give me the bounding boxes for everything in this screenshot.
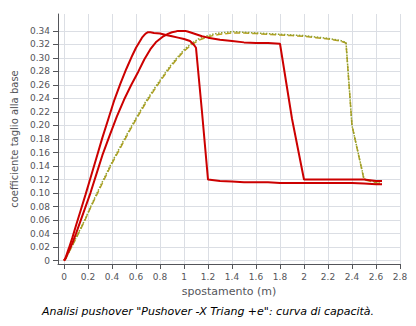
svg-text:0.6: 0.6 (129, 272, 144, 282)
svg-text:2.8: 2.8 (393, 272, 408, 282)
svg-text:0.20: 0.20 (30, 120, 50, 130)
svg-text:0.06: 0.06 (30, 215, 50, 225)
svg-text:0.2: 0.2 (81, 272, 95, 282)
svg-text:Analisi pushover "Pushover -X: Analisi pushover "Pushover -X Triang +e"… (41, 305, 374, 318)
svg-text:0.16: 0.16 (30, 148, 50, 158)
svg-text:1: 1 (181, 272, 187, 282)
svg-text:coefficiente taglio alla base: coefficiente taglio alla base (9, 70, 20, 208)
svg-text:0.34: 0.34 (30, 26, 50, 36)
svg-text:0.04: 0.04 (30, 229, 50, 239)
svg-text:0.14: 0.14 (30, 161, 50, 171)
svg-text:0.8: 0.8 (153, 272, 168, 282)
svg-text:0.4: 0.4 (105, 272, 120, 282)
svg-text:0.12: 0.12 (30, 175, 50, 185)
svg-text:0.02: 0.02 (30, 242, 50, 252)
svg-text:0.28: 0.28 (30, 66, 50, 76)
svg-text:1.2: 1.2 (201, 272, 215, 282)
svg-text:0.22: 0.22 (30, 107, 50, 117)
svg-text:0.10: 0.10 (30, 188, 50, 198)
svg-text:0.26: 0.26 (30, 80, 50, 90)
svg-text:0.18: 0.18 (30, 134, 50, 144)
svg-text:2.4: 2.4 (345, 272, 360, 282)
svg-text:2.6: 2.6 (369, 272, 384, 282)
svg-text:0: 0 (61, 272, 67, 282)
svg-text:0.24: 0.24 (30, 93, 50, 103)
svg-text:0.08: 0.08 (30, 202, 50, 212)
svg-text:1.8: 1.8 (273, 272, 288, 282)
svg-text:0.32: 0.32 (30, 39, 50, 49)
svg-text:2.2: 2.2 (321, 272, 335, 282)
svg-text:1.6: 1.6 (249, 272, 264, 282)
svg-text:1.4: 1.4 (225, 272, 240, 282)
svg-text:2: 2 (301, 272, 307, 282)
svg-text:spostamento (m): spostamento (m) (182, 285, 277, 298)
svg-text:0.30: 0.30 (30, 53, 50, 63)
svg-text:0: 0 (44, 256, 50, 266)
